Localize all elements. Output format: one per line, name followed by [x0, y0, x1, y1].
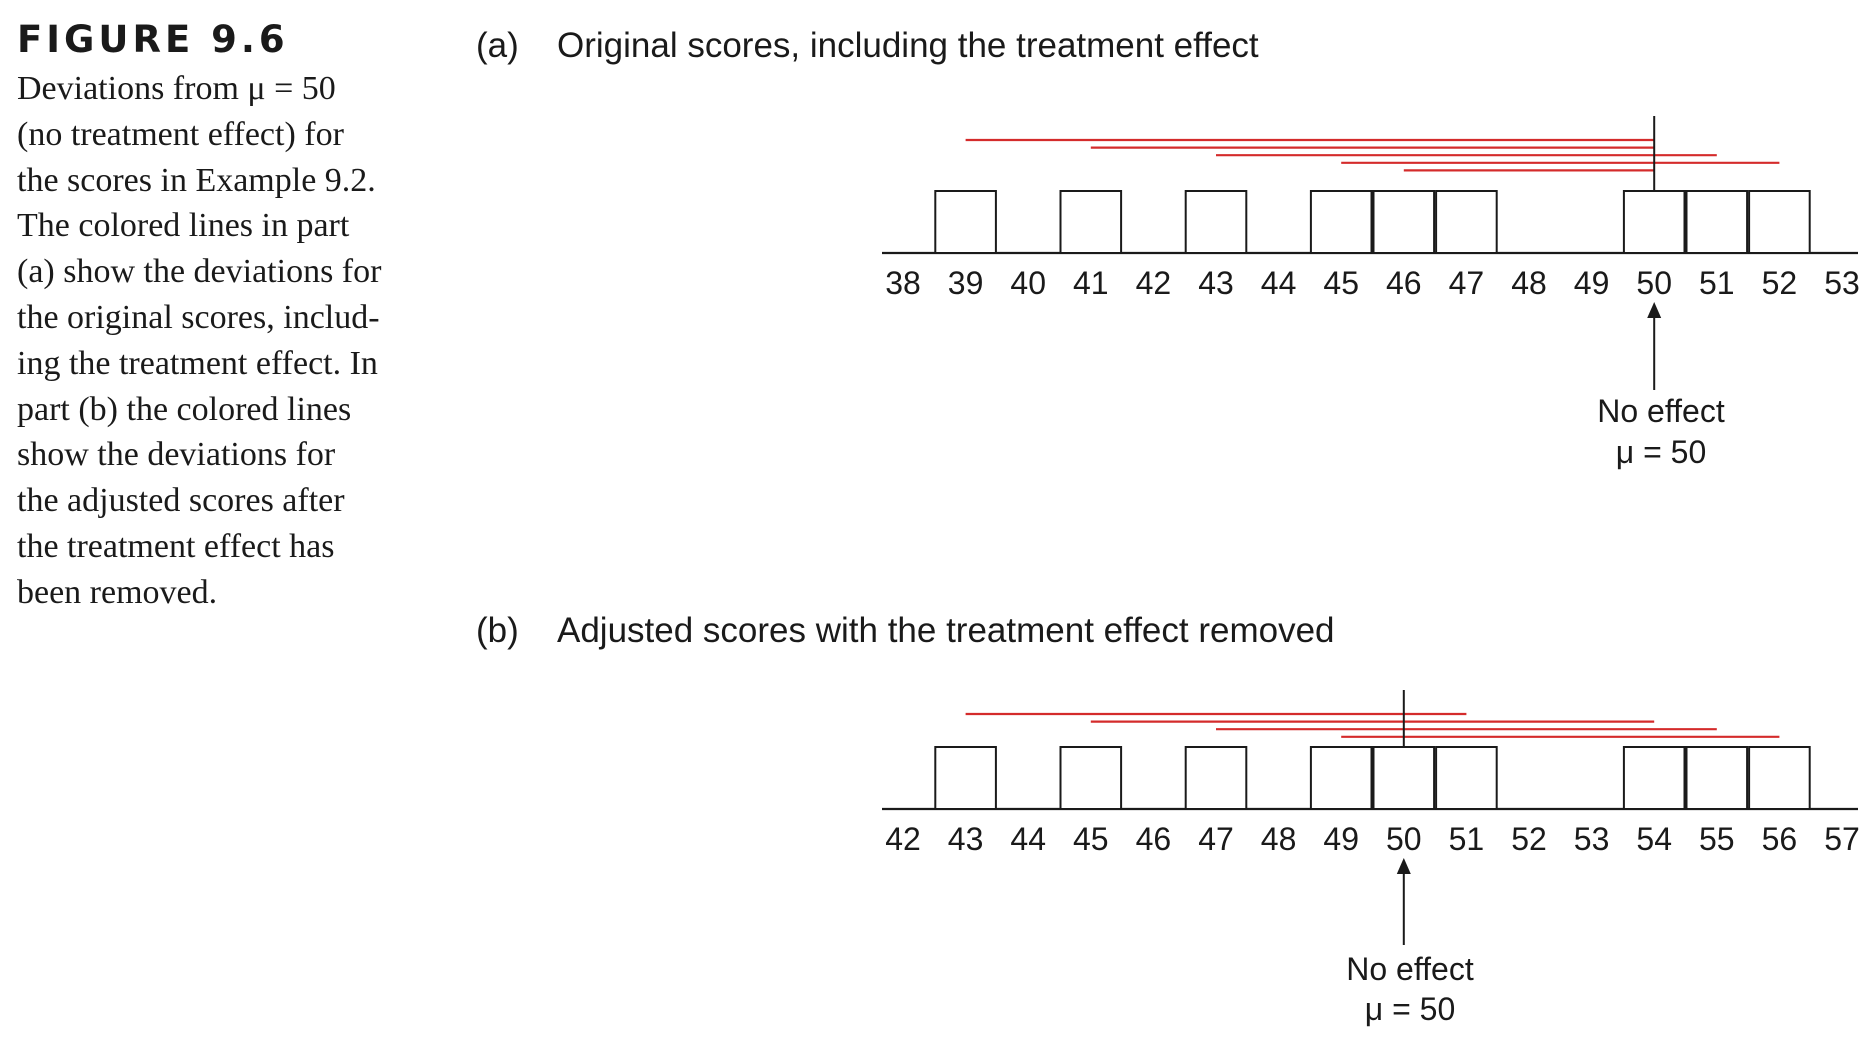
x-tick-label: 49 — [1574, 265, 1610, 301]
panel-a-note-line1: No effect — [1597, 393, 1725, 429]
panel-b-note-line1: No effect — [1346, 951, 1474, 987]
x-tick-label: 57 — [1824, 821, 1860, 857]
score-box — [1622, 190, 1686, 254]
x-tick-label: 45 — [1073, 821, 1109, 857]
figure-label: FIGURE 9.6 — [17, 18, 289, 61]
panel-a: (a) Original scores, including the treat… — [476, 26, 1860, 470]
panel-b-title: Adjusted scores with the treatment effec… — [557, 611, 1335, 650]
x-tick-label: 47 — [1449, 265, 1485, 301]
caption-line: the original scores, includ- — [17, 298, 380, 336]
caption-line: (no treatment effect) for — [17, 115, 344, 153]
score-box — [1309, 746, 1373, 810]
score-box — [934, 746, 997, 810]
caption-line: part (b) the colored lines — [17, 390, 352, 428]
caption-line: show the deviations for — [17, 436, 336, 474]
panel-b: (b) Adjusted scores with the treatment e… — [476, 611, 1860, 1027]
score-box — [1372, 190, 1436, 254]
x-tick-label: 54 — [1636, 821, 1672, 857]
x-tick-label: 50 — [1636, 265, 1672, 301]
score-box — [1685, 746, 1749, 810]
x-tick-label: 40 — [1010, 265, 1046, 301]
score-box — [1435, 190, 1498, 254]
panel-b-label: (b) — [476, 611, 519, 650]
score-box — [1685, 190, 1749, 254]
score-box — [1059, 190, 1123, 254]
x-tick-label: 43 — [1198, 265, 1234, 301]
x-tick-label: 45 — [1323, 265, 1359, 301]
caption-line: The colored lines in part — [17, 207, 350, 245]
caption-line: Deviations from μ = 50 — [17, 70, 336, 107]
x-tick-label: 46 — [1386, 265, 1422, 301]
x-tick-label: 52 — [1762, 265, 1798, 301]
panel-a-marks: 38 39 40 41 42 43 44 45 46 47 48 49 50 51 52 53 — [882, 116, 1860, 390]
score-box — [1309, 190, 1373, 254]
caption-line: been removed. — [17, 573, 218, 611]
x-tick-label: 52 — [1511, 821, 1547, 857]
panel-b-note-line2: μ = 50 — [1365, 991, 1456, 1027]
x-tick-label: 44 — [1010, 821, 1046, 857]
caption-line: (a) show the deviations for — [17, 253, 382, 291]
panel-b-marks: 42 43 44 45 46 47 48 49 50 51 52 53 54 55 56 57 — [882, 690, 1860, 945]
x-tick-label: 38 — [885, 265, 921, 301]
mean-arrow-head — [1647, 302, 1662, 318]
x-tick-label: 47 — [1198, 821, 1234, 857]
score-box — [1372, 746, 1436, 810]
panel-a-title: Original scores, including the treatment… — [557, 26, 1259, 65]
score-box — [1748, 190, 1811, 254]
x-tick-label: 42 — [1136, 265, 1172, 301]
x-tick-label: 56 — [1762, 821, 1798, 857]
x-tick-label: 42 — [885, 821, 921, 857]
score-box — [934, 190, 997, 254]
x-tick-label: 53 — [1574, 821, 1610, 857]
x-tick-label: 53 — [1824, 265, 1860, 301]
caption-line: the treatment effect has — [17, 527, 335, 565]
score-box — [1435, 746, 1498, 810]
caption-line: the adjusted scores after — [17, 482, 345, 520]
panel-a-note-line2: μ = 50 — [1616, 434, 1707, 470]
score-box — [1748, 746, 1811, 810]
score-box — [1184, 746, 1248, 810]
x-tick-label: 44 — [1261, 265, 1297, 301]
x-tick-label: 39 — [948, 265, 984, 301]
figure-caption: Deviations from μ = 50 (no treatment eff… — [17, 66, 437, 616]
score-box — [1059, 746, 1123, 810]
x-tick-label: 48 — [1261, 821, 1297, 857]
x-tick-label: 50 — [1386, 821, 1422, 857]
score-box — [1184, 190, 1248, 254]
x-tick-label: 55 — [1699, 821, 1735, 857]
x-tick-label: 48 — [1511, 265, 1547, 301]
x-tick-label: 51 — [1699, 265, 1735, 301]
x-tick-label: 49 — [1323, 821, 1359, 857]
mean-arrow-head — [1396, 858, 1411, 874]
panel-a-label: (a) — [476, 26, 519, 65]
x-tick-label: 46 — [1136, 821, 1172, 857]
score-box — [1622, 746, 1686, 810]
caption-line: the scores in Example 9.2. — [17, 161, 376, 199]
caption-line: ing the treatment effect. In — [17, 344, 378, 382]
x-tick-label: 41 — [1073, 265, 1109, 301]
x-tick-label: 51 — [1449, 821, 1485, 857]
x-tick-label: 43 — [948, 821, 984, 857]
